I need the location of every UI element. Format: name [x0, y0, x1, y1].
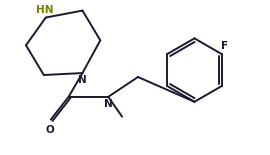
Text: O: O [45, 125, 54, 135]
Text: HN: HN [36, 4, 53, 15]
Text: N: N [104, 99, 113, 109]
Text: N: N [78, 75, 87, 85]
Text: F: F [221, 41, 228, 51]
